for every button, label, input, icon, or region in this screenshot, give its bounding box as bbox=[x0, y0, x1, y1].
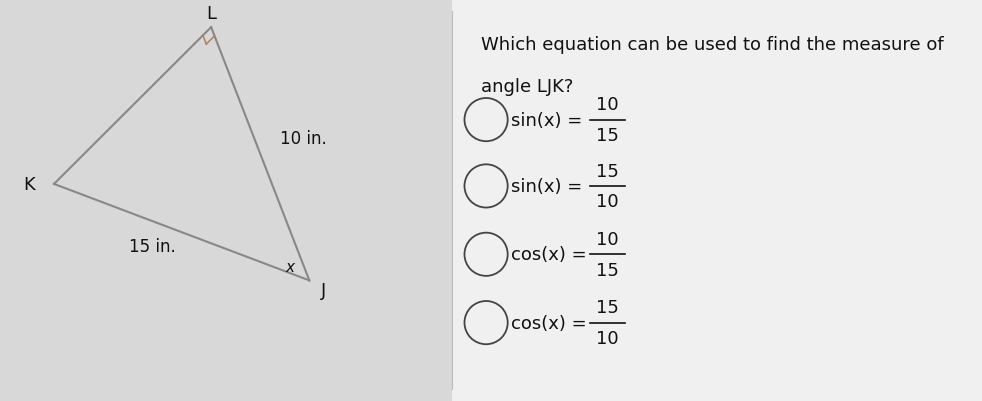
Text: sin(x) =: sin(x) = bbox=[511, 111, 587, 129]
Text: 10: 10 bbox=[596, 96, 619, 114]
Text: 15: 15 bbox=[596, 299, 619, 316]
Text: cos(x) =: cos(x) = bbox=[511, 314, 592, 332]
Text: x: x bbox=[285, 259, 295, 274]
Text: angle LJK?: angle LJK? bbox=[481, 78, 573, 96]
Text: J: J bbox=[321, 282, 327, 300]
Text: 15: 15 bbox=[596, 127, 619, 144]
Text: sin(x) =: sin(x) = bbox=[511, 178, 587, 195]
Text: 10: 10 bbox=[596, 193, 619, 211]
Text: Which equation can be used to find the measure of: Which equation can be used to find the m… bbox=[481, 36, 944, 54]
Text: 10 in.: 10 in. bbox=[280, 130, 327, 147]
Text: 15: 15 bbox=[596, 162, 619, 180]
Text: L: L bbox=[206, 5, 216, 23]
Text: 15 in.: 15 in. bbox=[129, 238, 176, 255]
Text: 10: 10 bbox=[596, 329, 619, 347]
Text: K: K bbox=[24, 176, 35, 193]
Text: cos(x) =: cos(x) = bbox=[511, 246, 592, 263]
Text: 15: 15 bbox=[596, 261, 619, 279]
Text: 10: 10 bbox=[596, 231, 619, 248]
FancyBboxPatch shape bbox=[452, 0, 982, 401]
